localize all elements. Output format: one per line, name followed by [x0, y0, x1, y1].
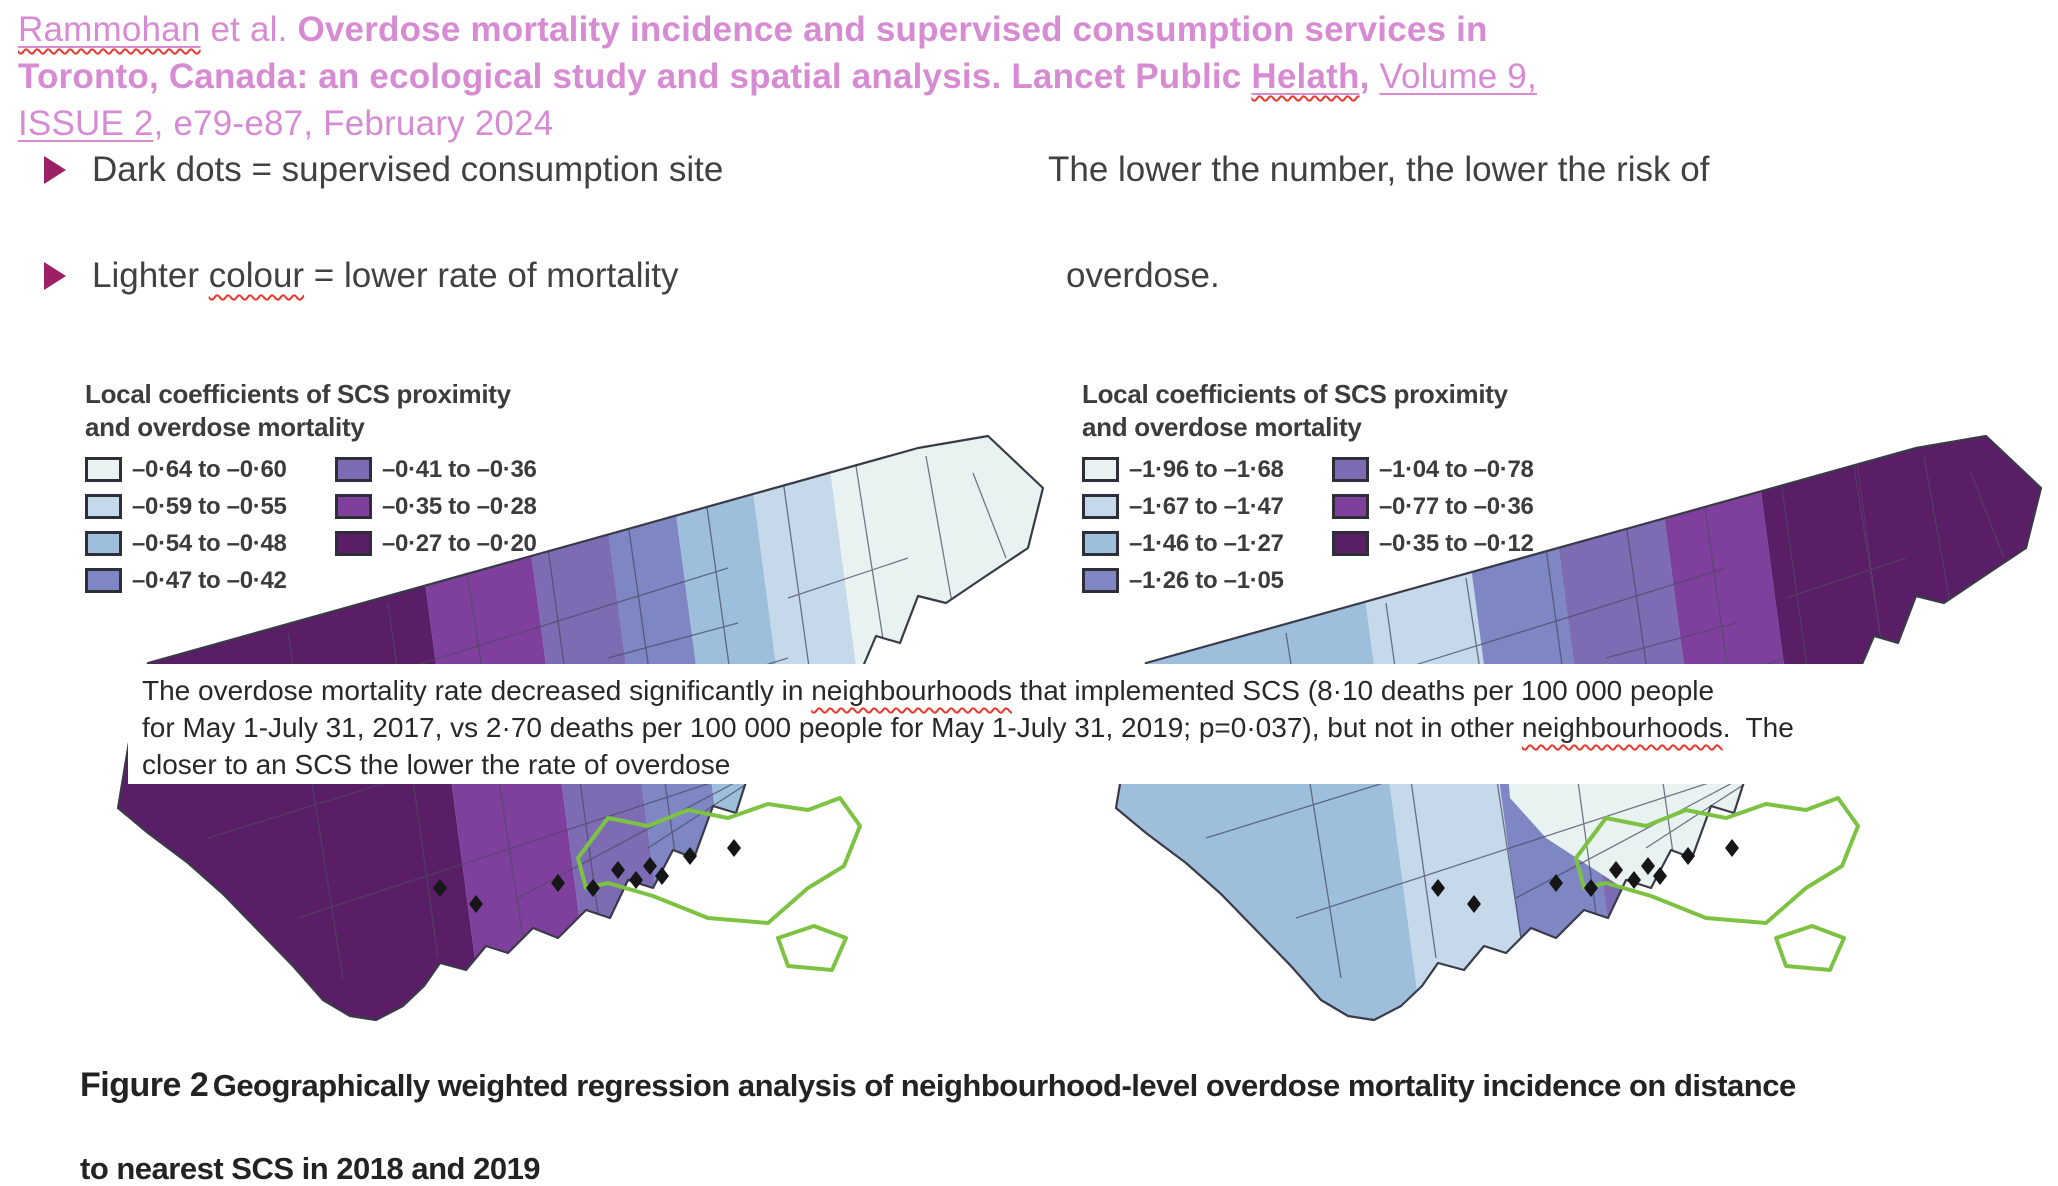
scs-neighbourhoods-outline [576, 796, 862, 925]
bullet-triangle-icon [44, 262, 66, 290]
figure-caption-label: Figure 2 [80, 1066, 209, 1104]
legend-item: –1·67 to –1·47 [1082, 488, 1332, 525]
legend-swatch [1082, 494, 1119, 519]
legend-swatch [1082, 457, 1119, 482]
legend-item: –1·96 to –1·68 [1082, 451, 1332, 488]
citation-comma: , [1359, 57, 1380, 96]
legend-swatch [85, 531, 122, 556]
legend-swatch [85, 457, 122, 482]
bullet-lighter-colour-label: Lighter colour = lower rate of mortality [92, 256, 679, 295]
citation-volume-link[interactable]: Volume 9, [1379, 57, 1537, 96]
legend-swatch [85, 494, 122, 519]
citation-journal-typo: Helath [1251, 57, 1360, 96]
toronto-outline [116, 434, 1045, 1022]
legend-2018: Local coefficients of SCS proximity and … [85, 378, 605, 599]
citation-paper-title: Overdose mortality incidence and supervi… [297, 10, 1488, 49]
legend-item: –0·47 to –0·42 [85, 562, 335, 599]
legend-item: –0·27 to –0·20 [335, 525, 595, 562]
toronto-outline [1114, 434, 2043, 1022]
aside-statement-line1: The lower the number, the lower the risk… [1048, 150, 1710, 189]
legend-swatch [1332, 531, 1369, 556]
legend-item: –1·04 to –0·78 [1332, 451, 1592, 488]
legend-item: –1·26 to –1·05 [1082, 562, 1332, 599]
legend-swatch [335, 531, 372, 556]
note-overlay-box: The overdose mortality rate decreased si… [128, 664, 1910, 784]
citation-paper-title-2: Toronto, Canada: an ecological study and… [18, 57, 1252, 96]
citation-author-link[interactable]: Rammohan [18, 10, 201, 49]
toronto-islands-outline [776, 924, 848, 972]
figure-caption-line2: to nearest SCS in 2018 and 2019 [80, 1151, 541, 1186]
legend-item: –0·35 to –0·12 [1332, 525, 1592, 562]
legend-2019: Local coefficients of SCS proximity and … [1082, 378, 1602, 599]
legend-swatch [1332, 494, 1369, 519]
legend-item: –0·77 to –0·36 [1332, 488, 1592, 525]
legend-title: Local coefficients of SCS proximity and … [1082, 379, 1508, 442]
bullet-dark-dots-label: Dark dots = supervised consumption site [92, 150, 724, 189]
legend-item: –0·64 to –0·60 [85, 451, 335, 488]
bullet-triangle-icon [44, 156, 66, 184]
figure-caption-line1: Geographically weighted regression analy… [212, 1068, 1797, 1103]
figure-caption: Figure 2 Geographically weighted regress… [80, 1066, 2040, 1186]
legend-swatch [335, 494, 372, 519]
legend-title: Local coefficients of SCS proximity and … [85, 379, 511, 442]
bullet-lighter-colour: Lighter colour = lower rate of mortality [44, 256, 679, 296]
legend-swatch [1082, 531, 1119, 556]
legend-item: –0·41 to –0·36 [335, 451, 595, 488]
legend-item: –0·59 to –0·55 [85, 488, 335, 525]
note-text: The overdose mortality rate decreased si… [142, 675, 1794, 780]
legend-swatch [1332, 457, 1369, 482]
citation-pages-date: , e79-e87, February 2024 [153, 104, 554, 143]
toronto-islands-outline [1774, 924, 1846, 972]
legend-item: –0·54 to –0·48 [85, 525, 335, 562]
legend-item: –0·35 to –0·28 [335, 488, 595, 525]
legend-swatch [335, 457, 372, 482]
legend-item: –1·46 to –1·27 [1082, 525, 1332, 562]
citation-issue-link[interactable]: ISSUE 2 [18, 104, 154, 143]
citation-etal: et al. [200, 10, 298, 49]
bullet-dark-dots: Dark dots = supervised consumption site [44, 150, 723, 190]
citation-title: Rammohan et al. Overdose mortality incid… [18, 6, 1938, 147]
aside-statement-line2: overdose. [1066, 256, 1220, 295]
scs-neighbourhoods-outline [1574, 796, 1860, 925]
legend-swatch [1082, 568, 1119, 593]
legend-swatch [85, 568, 122, 593]
